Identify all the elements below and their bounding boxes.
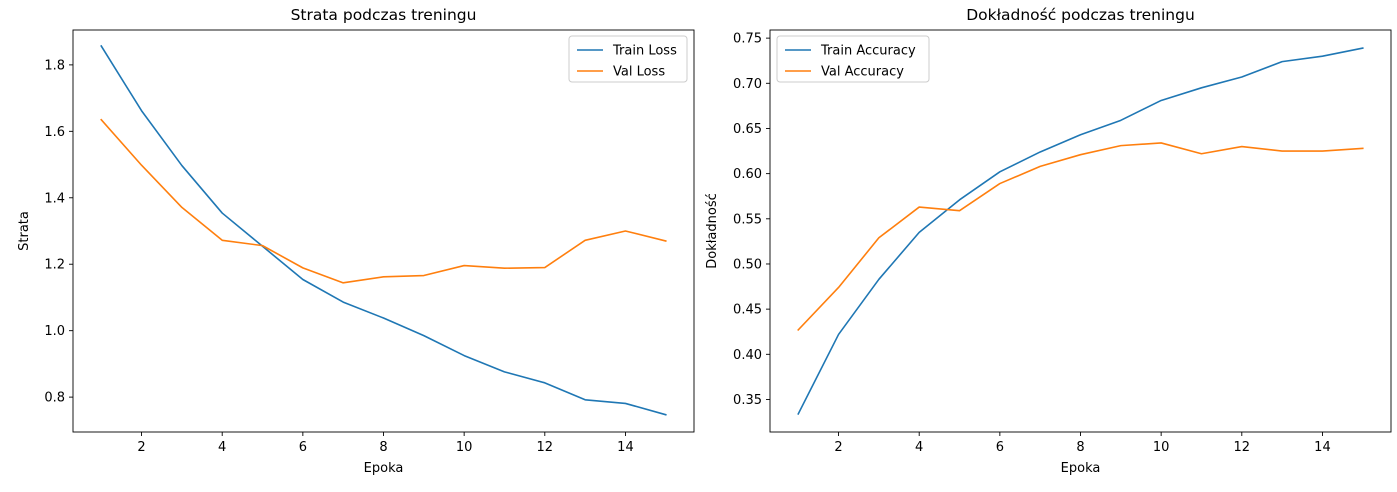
x-tick-label: 8: [1076, 440, 1084, 455]
y-tick-label: 1.4: [44, 191, 65, 206]
y-tick-label: 0.50: [733, 257, 762, 272]
y-tick-label: 0.40: [733, 348, 762, 363]
legend-label: Train Accuracy: [820, 44, 916, 59]
series-line-val-loss: [100, 118, 667, 284]
x-tick-label: 10: [456, 440, 473, 455]
y-tick-label: 0.8: [44, 391, 65, 406]
x-tick-label: 2: [834, 440, 842, 455]
legend: Train Loss Val Loss: [568, 35, 688, 83]
series-line-val-accuracy: [797, 142, 1364, 332]
y-tick-label: 0.55: [733, 212, 762, 227]
legend: Train Accuracy Val Accuracy: [776, 35, 930, 83]
legend-label: Val Loss: [613, 65, 665, 80]
y-tick-label: 0.75: [733, 32, 762, 47]
x-tick-label: 12: [537, 440, 554, 455]
chart-title: Dokładność podczas treningu: [966, 6, 1195, 24]
y-tick-label: 0.45: [733, 303, 762, 318]
plot-frame: [72, 29, 695, 433]
x-tick-label: 4: [915, 440, 923, 455]
y-tick-label: 1.8: [44, 58, 65, 73]
legend-box: [776, 35, 930, 83]
x-axis-label: Epoka: [364, 461, 404, 476]
series-line-train-loss: [100, 44, 667, 416]
x-tick-label: 2: [137, 440, 145, 455]
y-tick-label: 1.6: [44, 125, 65, 140]
y-tick-label: 0.35: [733, 393, 762, 408]
x-tick-label: 4: [218, 440, 226, 455]
y-tick-label: 0.70: [733, 77, 762, 92]
y-axis-label: Strata: [17, 211, 32, 251]
series-line-train-accuracy: [797, 47, 1364, 416]
x-axis-label: Epoka: [1061, 461, 1101, 476]
y-tick-label: 0.60: [733, 167, 762, 182]
chart-2: 2 4 6 8 10 12 14 0.35 0.40 0.45 0.50 0.55 0.60 0.65 0.…: [705, 6, 1392, 476]
legend-label: Train Loss: [612, 44, 677, 59]
x-tick-label: 10: [1153, 440, 1170, 455]
y-tick-label: 1.0: [44, 324, 65, 339]
x-tick-label: 14: [617, 440, 634, 455]
x-tick-label: 6: [996, 440, 1004, 455]
x-tick-label: 6: [299, 440, 307, 455]
chart-title: Strata podczas treningu: [291, 6, 477, 24]
x-tick-label: 8: [379, 440, 387, 455]
x-tick-label: 14: [1314, 440, 1331, 455]
y-axis-label: Dokładność: [705, 193, 720, 269]
plot-frame: [769, 29, 1392, 433]
y-tick-label: 0.65: [733, 122, 762, 137]
legend-label: Val Accuracy: [821, 65, 904, 80]
chart-1: 2 4 6 8 10 12 14 0.8 1.0 1.2 1.4 1.6 1.8 Strata podcz…: [17, 6, 695, 476]
y-tick-label: 1.2: [44, 258, 65, 273]
x-tick-label: 12: [1234, 440, 1251, 455]
